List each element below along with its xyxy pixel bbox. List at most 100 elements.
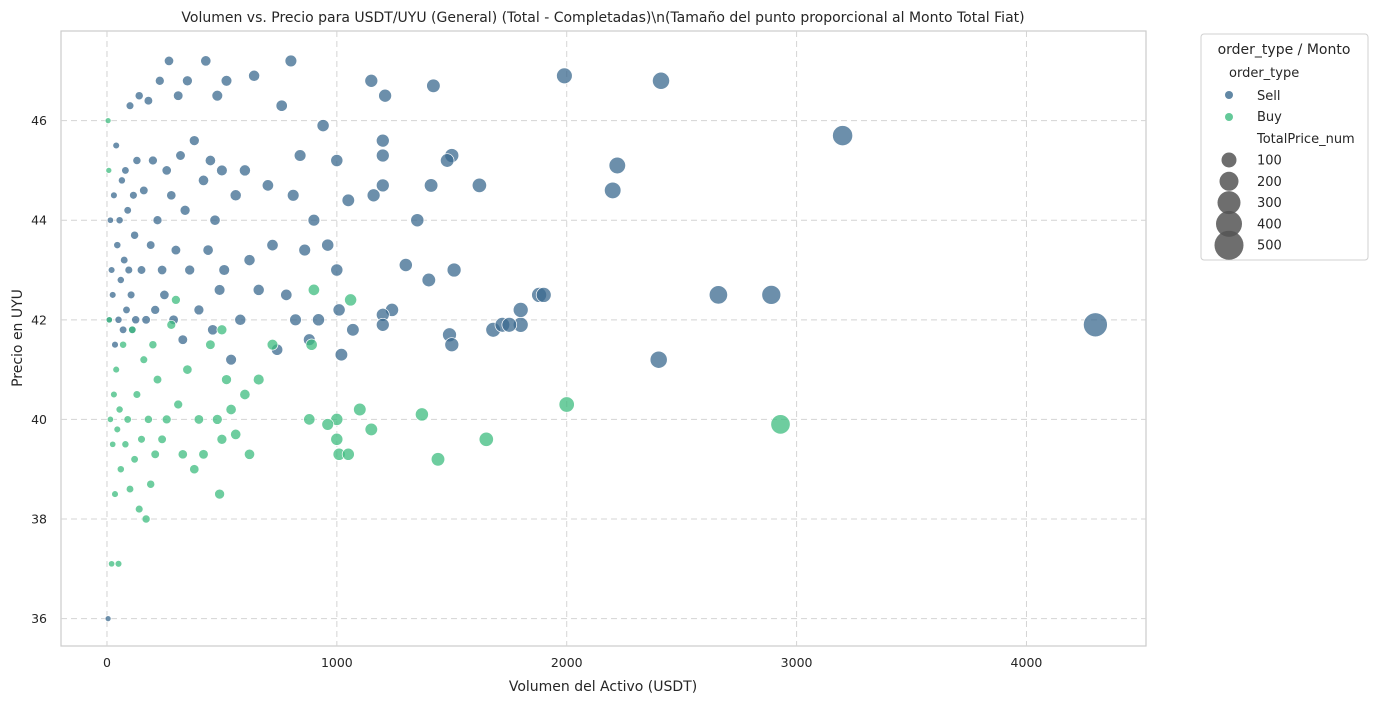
data-point-sell <box>334 348 349 362</box>
data-point-sell <box>708 285 728 305</box>
data-point-buy <box>108 560 116 568</box>
data-point-sell <box>170 244 182 256</box>
data-point-sell <box>193 304 205 316</box>
data-point-sell <box>154 75 165 86</box>
y-tick-label: 40 <box>31 412 47 427</box>
data-point-sell <box>341 193 355 207</box>
data-point-sell <box>280 288 293 301</box>
data-point-buy <box>161 414 172 425</box>
data-point-sell <box>286 189 300 202</box>
x-tick-label: 3000 <box>781 655 813 670</box>
data-point-sell <box>132 156 142 165</box>
legend-marker-buy <box>1225 113 1233 121</box>
data-point-sell <box>220 75 233 87</box>
data-point-sell <box>652 71 670 90</box>
data-point-sell <box>330 154 344 167</box>
data-point-sell <box>375 178 390 193</box>
data-point-buy <box>113 425 122 434</box>
legend-frame <box>1200 33 1369 261</box>
series-sell-points <box>104 54 1108 622</box>
data-point-sell <box>106 216 114 224</box>
data-point-sell <box>440 153 455 168</box>
y-tick-label: 46 <box>31 113 47 128</box>
x-axis-label: Volumen del Activo (USDT) <box>509 679 697 695</box>
data-point-sell <box>243 254 256 267</box>
data-point-sell <box>129 191 138 200</box>
data-point-sell <box>113 241 122 250</box>
data-point-buy <box>112 365 120 374</box>
legend-size-marker <box>1214 230 1244 260</box>
data-point-buy <box>303 413 316 426</box>
data-point-buy <box>353 402 367 417</box>
data-point-buy <box>157 434 167 444</box>
data-point-sell <box>152 215 163 226</box>
data-point-sell <box>122 305 131 315</box>
data-point-sell <box>312 313 325 327</box>
data-point-buy <box>225 403 237 416</box>
data-point-buy <box>116 465 125 474</box>
data-point-sell <box>289 313 302 327</box>
data-point-buy <box>139 355 149 364</box>
data-point-buy <box>364 422 378 437</box>
data-point-sell <box>159 289 170 300</box>
data-point-buy <box>221 374 232 385</box>
plot-area-background <box>60 30 1147 647</box>
data-point-sell <box>512 302 529 318</box>
data-point-sell <box>261 179 274 192</box>
y-axis-label: Precio en UYU <box>10 289 26 387</box>
data-point-sell <box>375 148 390 163</box>
data-point-buy <box>143 414 153 424</box>
data-point-buy <box>150 449 160 459</box>
legend-size-label: 300 <box>1257 196 1282 211</box>
data-point-sell <box>143 96 154 106</box>
data-point-buy <box>111 490 119 498</box>
data-point-sell <box>146 240 156 250</box>
data-point-sell <box>604 181 622 200</box>
data-point-sell <box>378 88 392 103</box>
data-point-buy <box>558 396 575 413</box>
data-point-sell <box>761 285 782 305</box>
data-point-sell <box>120 255 129 265</box>
data-point-sell <box>110 191 118 200</box>
legend-hue-title: order_type <box>1229 66 1299 81</box>
data-point-buy <box>125 484 135 494</box>
data-point-sell <box>535 287 552 303</box>
legend-size-entries: 100 200 300 400 500 <box>1214 152 1282 260</box>
data-point-sell <box>375 133 390 148</box>
data-point-sell <box>608 156 626 175</box>
data-point-buy <box>105 316 113 324</box>
data-point-buy <box>430 452 446 467</box>
data-point-buy <box>252 373 265 386</box>
legend-size-label: 500 <box>1257 239 1282 254</box>
data-point-sell <box>410 213 425 228</box>
data-point-sell <box>161 165 172 176</box>
data-point-sell <box>108 291 117 299</box>
data-point-sell <box>471 177 487 193</box>
y-tick-label: 38 <box>31 512 47 527</box>
data-point-sell <box>166 190 177 201</box>
data-point-sell <box>202 244 214 256</box>
data-point-buy <box>182 364 193 375</box>
data-point-sell <box>112 141 120 150</box>
y-tick-label: 42 <box>31 312 47 327</box>
data-point-buy <box>321 418 334 431</box>
data-point-sell <box>136 265 147 275</box>
data-point-buy <box>341 447 355 461</box>
data-point-buy <box>141 514 151 524</box>
data-point-sell <box>444 337 460 353</box>
data-point-sell <box>501 317 518 333</box>
data-point-sell <box>184 264 196 276</box>
data-point-sell <box>209 214 221 226</box>
data-point-sell <box>126 290 136 300</box>
data-point-buy <box>198 449 209 460</box>
data-point-sell <box>238 164 251 177</box>
data-point-sell <box>139 185 149 196</box>
data-point-sell <box>229 189 242 202</box>
legend-size-marker <box>1216 210 1242 237</box>
data-point-buy <box>166 319 177 330</box>
legend-size-title: TotalPrice_num <box>1256 132 1355 147</box>
data-point-sell <box>266 239 279 252</box>
series-buy-points <box>104 117 791 568</box>
axis-ticks: 0 1000 2000 3000 4000 36 38 40 42 44 46 <box>31 113 1042 670</box>
